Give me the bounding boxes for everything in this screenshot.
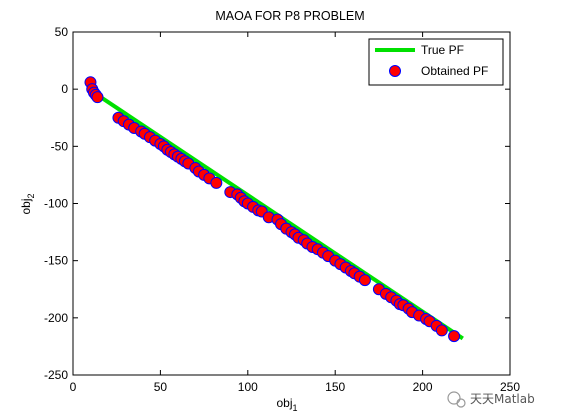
x-tick-label: 250 (500, 380, 520, 394)
obtained-pf-point (358, 274, 371, 287)
chart-title: MAOA FOR P8 PROBLEM (215, 9, 364, 23)
x-tick-label: 150 (325, 380, 345, 394)
legend-swatch-obtained-pf (389, 65, 401, 77)
obtained-pf-point (91, 91, 104, 104)
legend-box (368, 38, 504, 86)
x-tick-label: 0 (70, 380, 77, 394)
y-tick-label: 0 (61, 82, 68, 96)
wechat-logo-icon (447, 391, 461, 405)
y-tick-label: -200 (44, 311, 68, 325)
y-axis-label-subscript: 2 (26, 193, 36, 198)
y-axis-label-text: obj (19, 199, 33, 215)
x-tick-label: 100 (238, 380, 258, 394)
y-tick-label: -50 (51, 139, 69, 153)
plot-area (72, 31, 511, 376)
x-axis-label-text: obj (276, 396, 292, 410)
y-tick-label: -100 (44, 197, 68, 211)
legend: True PF Obtained PF (368, 38, 504, 86)
y-tick-label: -250 (44, 368, 68, 382)
x-axis: 0 50 100 150 200 250 (70, 32, 520, 394)
x-axis-label-subscript: 1 (293, 403, 298, 413)
y-axis: 50 0 -50 -100 -150 -200 -250 (44, 25, 510, 382)
watermark: 天天Matlab (447, 391, 535, 408)
y-axis-label: obj2 (19, 193, 36, 214)
obtained-pf-point (210, 176, 223, 189)
watermark-text: 天天Matlab (470, 392, 535, 406)
wechat-logo-icon-small (456, 398, 466, 408)
y-tick-label: 50 (55, 25, 69, 39)
legend-label-true-pf: True PF (421, 43, 464, 57)
x-tick-label: 200 (413, 380, 433, 394)
legend-label-obtained-pf: Obtained PF (421, 64, 488, 78)
obtained-pf-point (448, 330, 461, 343)
y-tick-label: -150 (44, 254, 68, 268)
x-tick-label: 50 (154, 380, 168, 394)
obtained-pf-point (435, 324, 448, 337)
series-layer (84, 76, 464, 343)
x-axis-label: obj1 (276, 396, 297, 413)
